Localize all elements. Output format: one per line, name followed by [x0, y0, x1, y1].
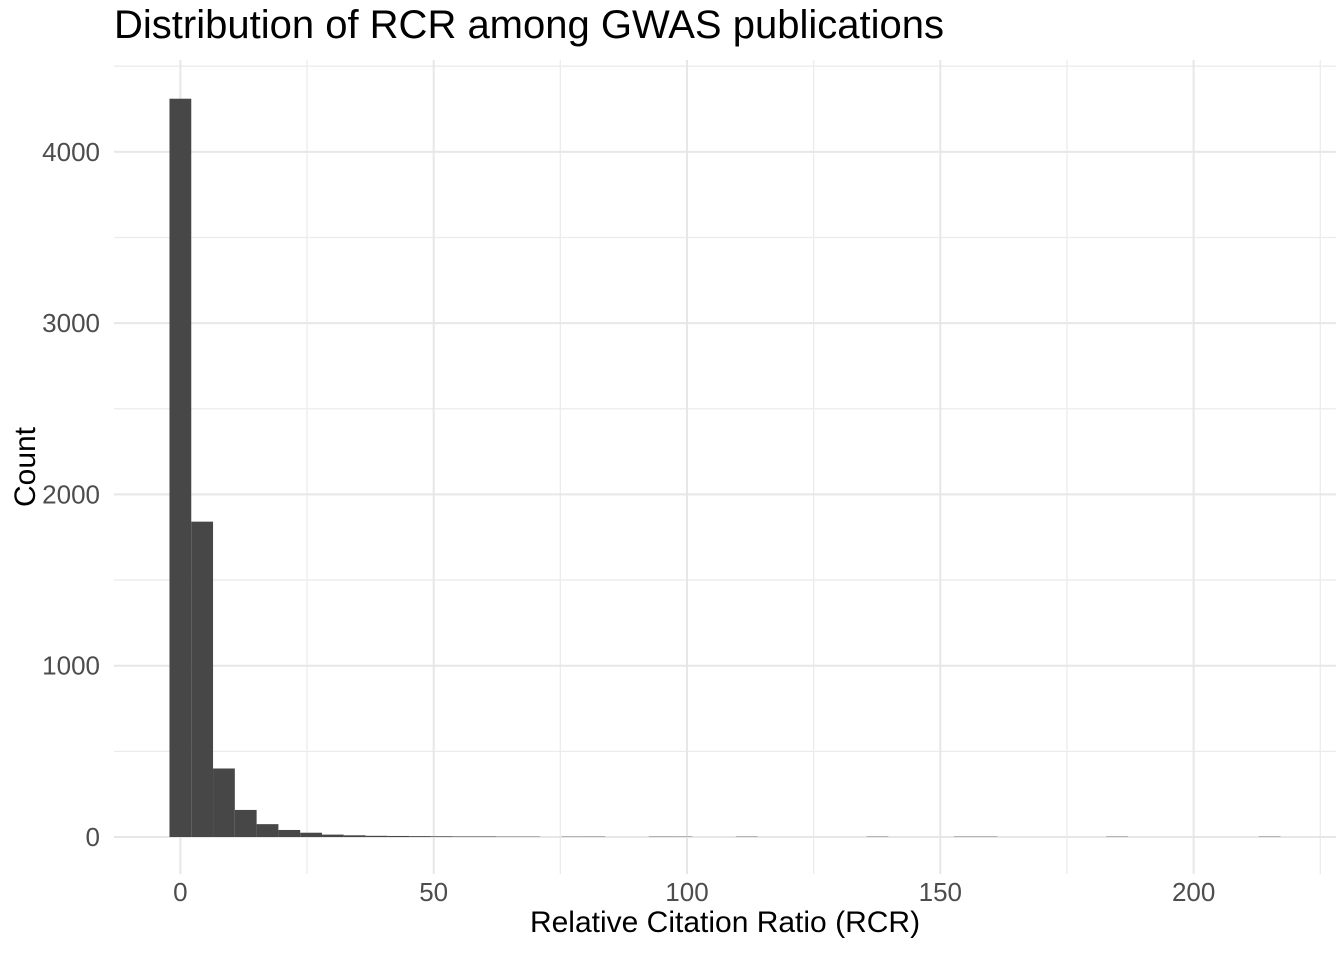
- histogram-bar: [343, 835, 366, 837]
- histogram-bars: [169, 98, 1281, 838]
- histogram-bar: [191, 521, 214, 837]
- y-tick-label: 4000: [42, 137, 100, 167]
- x-axis-tick-labels: 0 50 100 150 200: [173, 877, 1215, 907]
- x-tick-label: 0: [173, 877, 187, 907]
- y-axis-tick-labels: 0 1000 2000 3000 4000: [42, 137, 100, 852]
- histogram-bar: [561, 836, 584, 837]
- y-tick-label: 3000: [42, 308, 100, 338]
- histogram-bar: [321, 834, 344, 837]
- histogram-bar: [278, 829, 301, 837]
- histogram-bar: [735, 836, 758, 837]
- histogram-bar: [452, 836, 475, 837]
- histogram-bar: [234, 809, 257, 837]
- histogram-bar: [1106, 836, 1129, 837]
- y-tick-label: 0: [86, 822, 100, 852]
- histogram-bar: [169, 98, 192, 838]
- histogram-bar: [975, 836, 998, 837]
- histogram-bar: [256, 824, 279, 837]
- histogram-bar: [213, 768, 235, 837]
- x-axis-title: Relative Citation Ratio (RCR): [529, 906, 921, 939]
- histogram-bar: [518, 836, 540, 837]
- y-tick-label: 2000: [42, 479, 100, 509]
- histogram-bar: [866, 836, 889, 837]
- y-axis-title: Count: [9, 426, 42, 508]
- x-tick-label: 150: [919, 877, 962, 907]
- x-tick-label: 200: [1172, 877, 1215, 907]
- chart-title: Distribution of RCR among GWAS publicati…: [114, 3, 944, 47]
- histogram-bar: [648, 836, 671, 837]
- histogram-bar: [953, 836, 976, 837]
- histogram-bar: [670, 836, 693, 837]
- histogram-bar: [496, 836, 519, 837]
- histogram-bar: [430, 836, 453, 837]
- histogram-bar: [583, 836, 606, 837]
- histogram-bar: [1258, 836, 1281, 837]
- histogram-bar: [409, 836, 431, 837]
- histogram-bar: [300, 832, 322, 837]
- y-tick-label: 1000: [42, 651, 100, 681]
- histogram-bar: [365, 835, 388, 837]
- x-tick-label: 50: [419, 877, 448, 907]
- histogram-bar: [387, 835, 410, 837]
- x-tick-label: 100: [665, 877, 708, 907]
- minor-gridlines: [114, 60, 1336, 874]
- histogram-bar: [474, 836, 497, 837]
